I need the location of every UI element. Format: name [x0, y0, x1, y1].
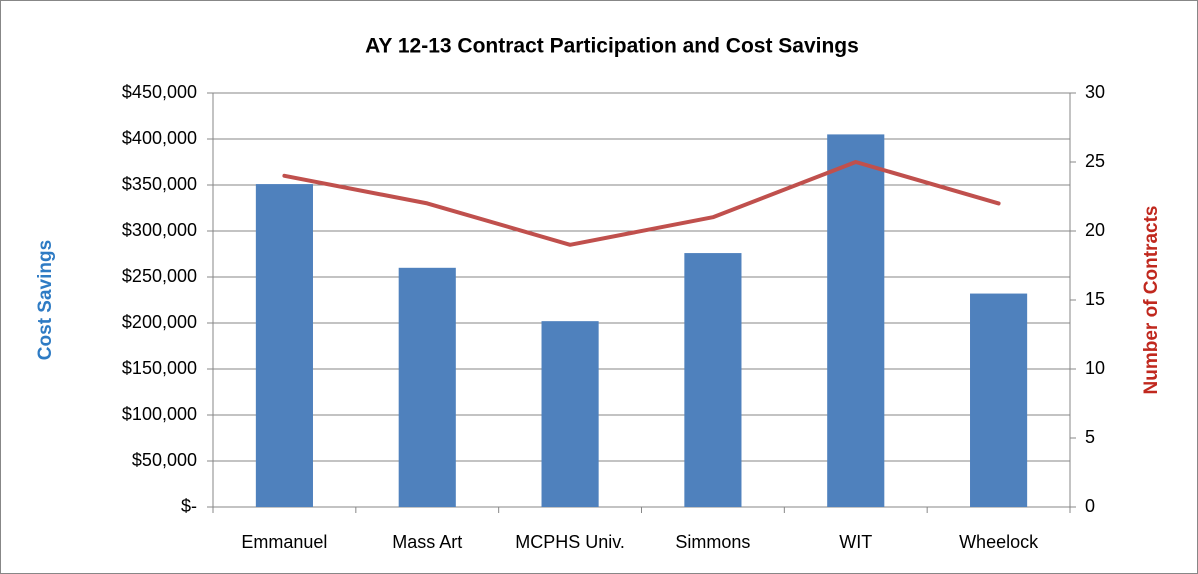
bar — [684, 253, 742, 507]
chart-title: AY 12-13 Contract Participation and Cost… — [365, 35, 859, 58]
y2-tick-label: 20 — [1085, 220, 1105, 240]
bar — [398, 267, 456, 507]
y-tick-label: $50,000 — [132, 450, 197, 470]
y2-tick-label: 15 — [1085, 289, 1105, 309]
y2-tick-label: 0 — [1085, 496, 1095, 516]
x-tick-label: Mass Art — [392, 532, 462, 552]
y-tick-label: $300,000 — [122, 220, 197, 240]
y-tick-label: $200,000 — [122, 312, 197, 332]
y2-tick-label: 30 — [1085, 82, 1105, 102]
y-tick-label: $450,000 — [122, 82, 197, 102]
y2-tick-label: 25 — [1085, 151, 1105, 171]
y-tick-label: $350,000 — [122, 174, 197, 194]
y-tick-label: $150,000 — [122, 358, 197, 378]
x-tick-label: Simmons — [675, 532, 750, 552]
bar — [541, 321, 599, 507]
line — [282, 160, 1001, 247]
y-tick-label: $400,000 — [122, 128, 197, 148]
y-axis-label: Cost Savings — [35, 240, 56, 360]
bar — [255, 184, 313, 507]
y-tick-label: $- — [181, 496, 197, 516]
x-tick-label: Emmanuel — [241, 532, 327, 552]
x-tick-label: WIT — [839, 532, 872, 552]
y2-tick-label: 5 — [1085, 427, 1095, 447]
y-tick-label: $100,000 — [122, 404, 197, 424]
x-tick-label: MCPHS Univ. — [515, 532, 625, 552]
bar — [827, 134, 885, 507]
bar — [970, 293, 1028, 507]
y2-tick-label: 10 — [1085, 358, 1105, 378]
y-tick-label: $250,000 — [122, 266, 197, 286]
y2-axis-label: Number of Contracts — [1141, 206, 1162, 395]
x-tick-label: Wheelock — [959, 532, 1039, 552]
